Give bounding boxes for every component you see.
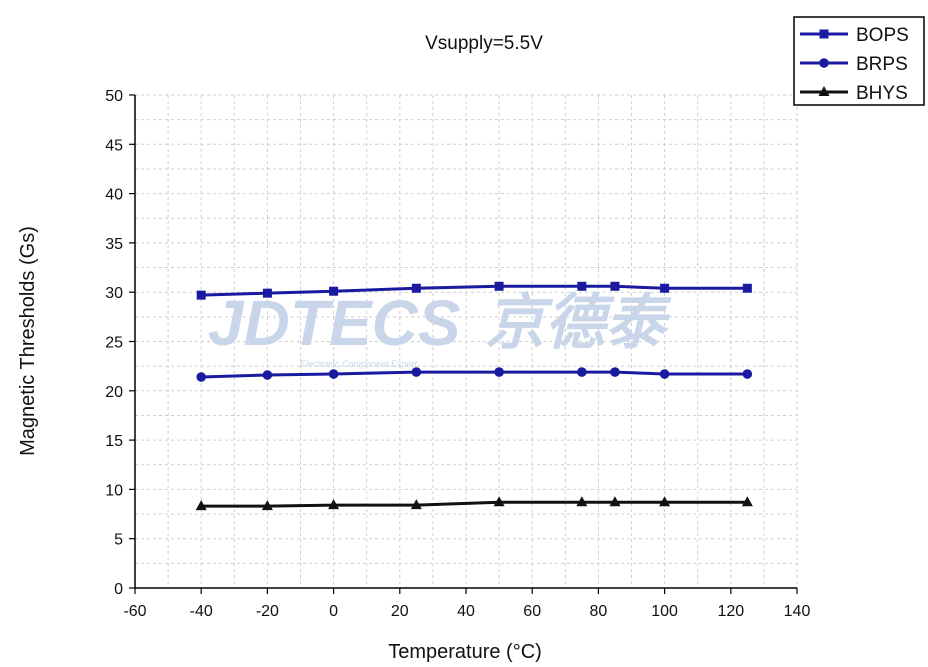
data-point-bhys [659,496,671,507]
series-bops [196,281,752,300]
x-tick-label: -60 [123,603,146,620]
data-point-bops [660,283,670,293]
legend-marker-bops [819,29,829,39]
x-tick-label: 140 [784,603,811,620]
data-point-brps [577,367,587,377]
data-point-brps [494,367,504,377]
y-tick-label: 15 [105,433,123,450]
data-point-bops [577,281,587,291]
legend-box [793,16,925,106]
watermark-brand-cn: 京德泰 [485,289,672,356]
data-point-bhys [261,500,273,511]
data-point-brps [610,367,620,377]
legend: BOPS BRPS BHYS [793,16,925,106]
data-point-bops [742,283,752,293]
data-point-brps [196,372,206,382]
x-tick-label: 40 [457,603,475,620]
watermark: JDTECS 京德泰 Electronic Component Expert [208,287,672,369]
x-tick-label: -20 [256,603,279,620]
y-tick-label: 0 [114,581,123,598]
y-tick-label: 25 [105,335,123,352]
data-point-bhys [195,500,207,511]
y-tick-label: 30 [105,285,123,302]
data-point-bhys [609,496,621,507]
series-brps [196,367,753,382]
data-point-bops [196,290,206,300]
y-tick-label: 5 [114,532,123,549]
x-tick-label: 80 [590,603,608,620]
x-tick-label: 120 [717,603,744,620]
legend-label-brps: BRPS [856,54,908,75]
data-point-bhys [576,496,588,507]
x-tick-label: -40 [190,603,213,620]
series [195,281,753,511]
legend-marker-bhys [818,86,830,96]
data-point-brps [411,367,422,377]
y-tick-label: 50 [105,88,123,105]
data-point-bhys [410,499,422,510]
watermark-tagline: Electronic Component Expert [300,359,418,369]
x-tick-label: 20 [391,603,409,620]
y-axis-title: Magnetic Thresholds (Gs) [17,226,39,456]
data-point-bops [494,281,504,291]
legend-marker-brps [819,58,829,68]
data-point-bops [610,281,620,291]
y-tick-label: 40 [105,187,123,204]
x-tick-label: 0 [329,603,338,620]
data-point-brps [328,369,339,379]
x-tick-label: 60 [523,603,541,620]
data-point-bhys [328,499,340,510]
data-point-brps [262,370,273,380]
data-point-bops [411,283,421,293]
y-tick-label: 35 [105,236,123,253]
data-point-bops [329,286,339,296]
data-point-bhys [493,496,505,507]
chart-title: Vsupply=5.5V [425,33,543,54]
legend-label-bhys: BHYS [856,83,908,104]
watermark-brand: JDTECS [208,287,461,359]
data-point-brps [659,369,670,379]
x-axis-title: Temperature (°C) [388,641,542,663]
y-tick-label: 10 [105,482,123,499]
legend-label-bops: BOPS [856,25,909,46]
data-point-bhys [741,496,753,507]
data-point-brps [742,369,753,379]
series-bhys [195,496,753,511]
x-tick-label: 100 [651,603,678,620]
axes: -60 -40 -20 0 20 40 60 80 100 120 140 0 5 10 15 20 25 30 3… [105,88,810,620]
y-tick-label: 45 [105,137,123,154]
y-tick-label: 20 [105,384,123,401]
data-point-bops [262,288,272,298]
